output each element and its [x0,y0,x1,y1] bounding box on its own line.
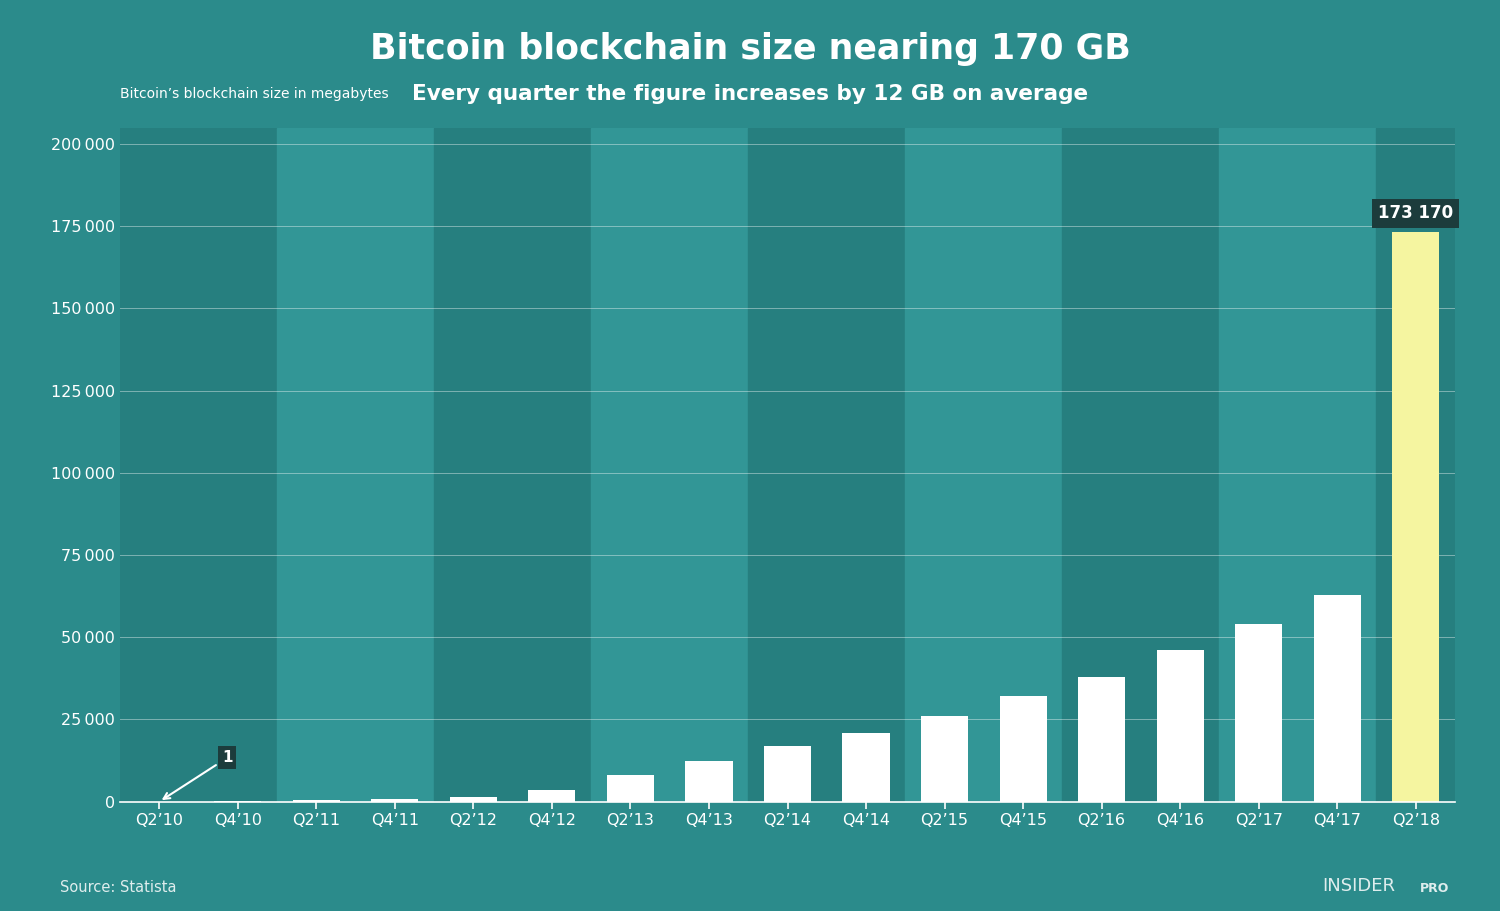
Bar [843,732,890,802]
Bar [906,128,1062,802]
Bar [120,128,278,802]
Bar [748,128,906,802]
Text: INSIDER: INSIDER [1322,876,1395,895]
Bar [292,801,340,802]
Bar [1062,128,1220,802]
Bar [1234,624,1282,802]
Text: 173 170: 173 170 [1378,204,1454,222]
Bar [608,775,654,802]
Bar [278,128,434,802]
Bar [1377,128,1455,802]
Text: 1: 1 [164,751,232,799]
Bar [764,746,812,802]
Bar [1156,650,1203,802]
Bar [591,128,748,802]
Text: PRO: PRO [1419,882,1449,895]
Text: Source: Statista: Source: Statista [60,880,177,895]
Bar [450,797,497,802]
Bar [1220,128,1377,802]
Text: Bitcoin’s blockchain size in megabytes: Bitcoin’s blockchain size in megabytes [120,87,388,100]
Bar [372,799,419,802]
Bar [528,790,576,802]
Text: Bitcoin blockchain size nearing 170 GB: Bitcoin blockchain size nearing 170 GB [369,32,1131,66]
Bar [999,696,1047,802]
Bar [1078,677,1125,802]
Bar [921,716,968,802]
Bar [1392,232,1440,802]
Bar [686,761,732,802]
Text: Every quarter the figure increases by 12 GB on average: Every quarter the figure increases by 12… [413,84,1088,104]
Bar [433,128,591,802]
Bar [1314,595,1360,802]
